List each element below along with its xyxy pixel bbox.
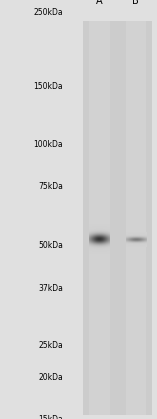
- Text: 250kDa: 250kDa: [33, 8, 63, 17]
- Text: B: B: [133, 0, 139, 6]
- Text: 75kDa: 75kDa: [38, 182, 63, 191]
- Text: 20kDa: 20kDa: [38, 373, 63, 382]
- Text: 37kDa: 37kDa: [38, 284, 63, 293]
- FancyBboxPatch shape: [126, 21, 146, 415]
- Text: 50kDa: 50kDa: [38, 241, 63, 250]
- Text: A: A: [96, 0, 103, 6]
- Text: 25kDa: 25kDa: [38, 341, 63, 350]
- FancyBboxPatch shape: [83, 21, 152, 415]
- FancyBboxPatch shape: [89, 21, 110, 415]
- Text: 15kDa: 15kDa: [38, 414, 63, 419]
- Text: 150kDa: 150kDa: [33, 82, 63, 91]
- Text: 100kDa: 100kDa: [33, 140, 63, 150]
